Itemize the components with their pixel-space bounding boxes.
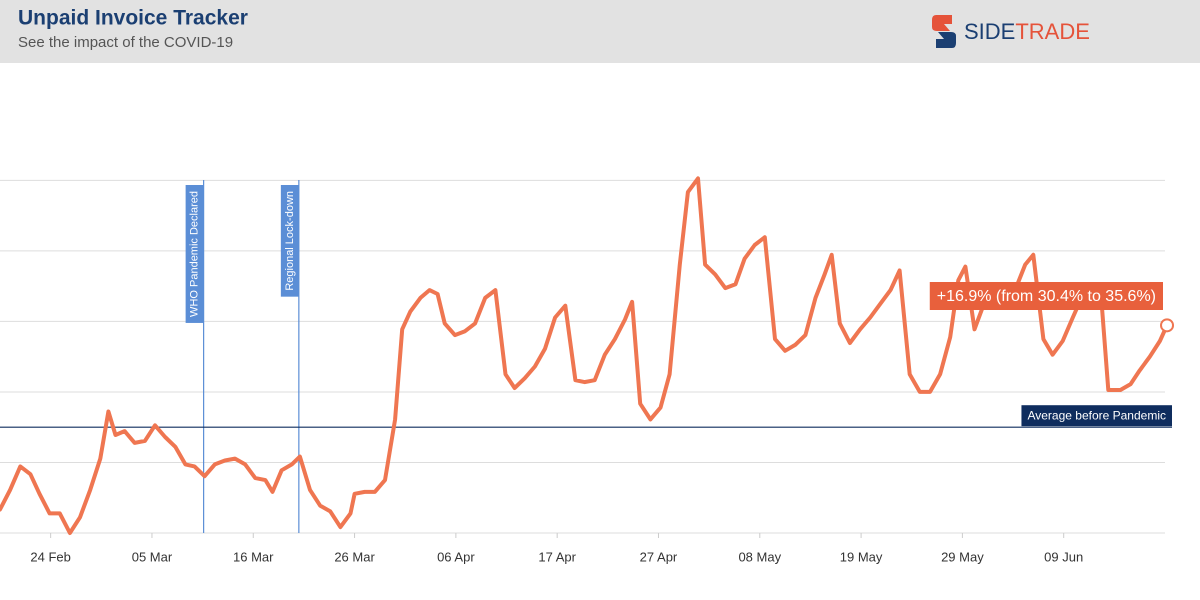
logo-icon: [932, 15, 956, 48]
header-bar: [0, 0, 1200, 63]
x-tick-label: 29 May: [941, 549, 984, 564]
callout-box: [929, 282, 1163, 310]
x-tick-label: 09 Jun: [1044, 549, 1083, 564]
x-tick-label: 08 May: [738, 549, 781, 564]
x-tick-label: 05 Mar: [132, 549, 173, 564]
logo-text: SIDETRADE: [964, 19, 1090, 44]
x-tick-label: 06 Apr: [437, 549, 475, 564]
x-tick-label: 17 Apr: [538, 549, 576, 564]
data-line: [0, 176, 1169, 535]
x-tick-label: 27 Apr: [640, 549, 678, 564]
event-label-box: [280, 185, 299, 297]
average-label-box: [1021, 405, 1172, 427]
average-label: Average before Pandemic: [1027, 408, 1166, 422]
page-subtitle: See the impact of the COVID-19: [18, 34, 233, 51]
last-point: [1160, 318, 1175, 333]
x-tick-label: 19 May: [840, 549, 883, 564]
callout-text: +16.9% (from 30.4% to 35.6%): [937, 288, 1156, 305]
x-tick-label: 26 Mar: [334, 549, 375, 564]
x-tick-label: 16 Mar: [233, 549, 274, 564]
logo-trade: TRADE: [1015, 19, 1090, 44]
event-label: Regional Lock-down: [284, 191, 296, 291]
event-label: WHO Pandemic Declared: [189, 191, 201, 317]
x-tick-label: 24 Feb: [30, 549, 70, 564]
logo-side: SIDE: [964, 19, 1015, 44]
page-title: Unpaid Invoice Tracker: [18, 7, 248, 30]
event-label-box: [185, 185, 204, 323]
